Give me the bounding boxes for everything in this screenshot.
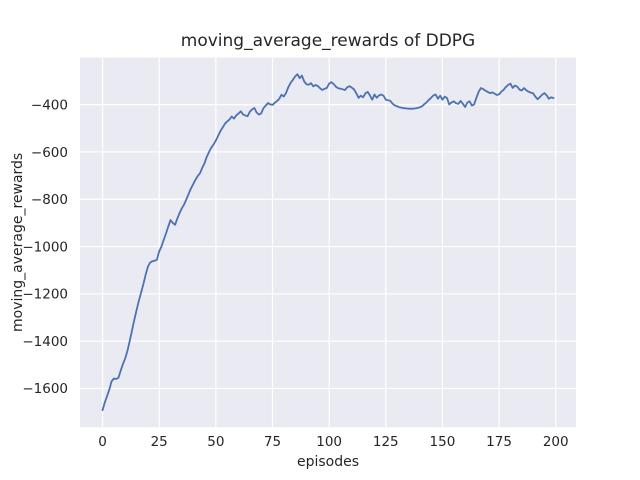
x-tick-label: 150 (430, 434, 456, 450)
x-axis-label: episodes (297, 454, 359, 470)
gridline-layer (80, 57, 576, 428)
y-tick-label: −1400 (22, 334, 68, 350)
x-tick-label: 0 (98, 434, 107, 450)
y-axis-label: moving_average_rewards (10, 153, 26, 332)
y-tick-label: −1200 (22, 287, 68, 303)
x-tick-label: 100 (316, 434, 342, 450)
chart-title: moving_average_rewards of DDPG (181, 31, 475, 51)
series-layer (101, 73, 555, 412)
x-tick-label: 175 (486, 434, 512, 450)
x-tick-label: 75 (264, 434, 281, 450)
y-tick-label: −800 (31, 192, 68, 208)
y-tick-label: −400 (31, 97, 68, 113)
x-tick-label: 50 (207, 434, 224, 450)
y-tick-label: −1000 (22, 239, 68, 255)
plot-background-layer (80, 57, 576, 428)
reward-line-series (101, 73, 555, 412)
x-tick-label: 200 (543, 434, 569, 450)
tick-label-layer: 0 25 50 75 100 125 150 175 200 −400 −600 −800 −1000 −… (22, 97, 568, 450)
x-tick-label: 25 (151, 434, 168, 450)
x-tick-label: 125 (373, 434, 399, 450)
plot-area (80, 57, 576, 428)
y-tick-label: −600 (31, 145, 68, 161)
y-tick-label: −1600 (22, 381, 68, 397)
